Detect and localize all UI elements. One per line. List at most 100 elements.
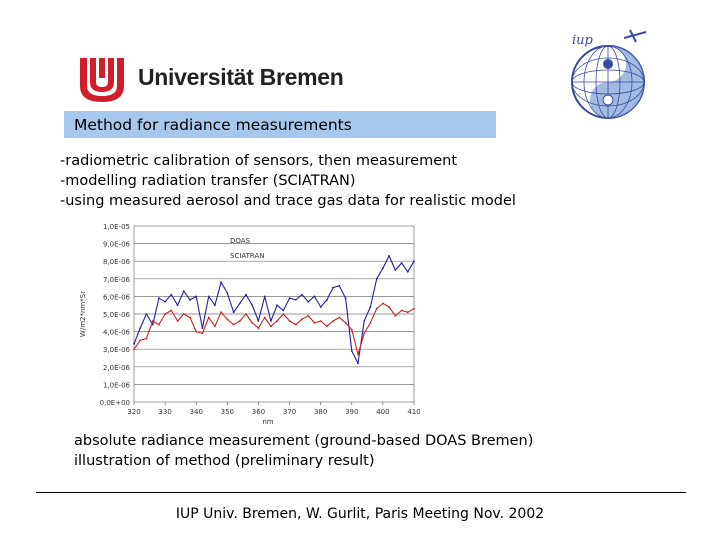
legend-label: SCIATRAN — [230, 252, 265, 260]
data-point — [326, 325, 328, 328]
legend-label: DOAS — [230, 237, 251, 245]
data-point — [176, 320, 179, 322]
data-point — [145, 313, 148, 315]
data-point — [207, 316, 210, 319]
caption-line: illustration of method (preliminary resu… — [74, 453, 375, 469]
data-point — [413, 260, 415, 263]
data-point — [301, 293, 303, 296]
footer-text: IUP Univ. Bremen, W. Gurlit, Paris Meeti… — [175, 506, 545, 522]
data-point — [326, 299, 328, 301]
data-point — [350, 328, 353, 331]
data-point — [220, 311, 223, 314]
data-point — [238, 302, 241, 305]
data-point — [238, 320, 241, 322]
y-axis-label: W/m2*nm*Sr — [79, 291, 87, 337]
data-point — [207, 295, 210, 298]
y-tick-label: 9,0E-06 — [103, 241, 131, 249]
data-point — [301, 318, 303, 321]
data-point — [164, 300, 166, 303]
slide-title: Method for radiance measurements — [74, 116, 352, 134]
data-point — [214, 325, 216, 328]
data-point — [270, 320, 272, 322]
x-tick-label: 330 — [158, 408, 171, 416]
data-point — [245, 313, 247, 315]
data-point — [332, 320, 334, 322]
data-point — [313, 321, 316, 324]
data-point — [151, 323, 154, 326]
data-point — [332, 286, 334, 289]
data-point — [400, 309, 403, 312]
data-point — [319, 320, 322, 322]
data-point — [400, 262, 403, 264]
x-tick-label: 350 — [221, 408, 234, 416]
data-point — [313, 295, 316, 298]
data-point — [406, 270, 409, 273]
data-point — [232, 311, 235, 314]
data-point — [214, 304, 216, 307]
data-point — [245, 293, 247, 296]
y-tick-label: 3,0E-06 — [103, 346, 131, 354]
data-point — [251, 304, 254, 307]
bullet-item: -radiometric calibration of sensors, the… — [60, 153, 458, 169]
data-point — [344, 297, 347, 300]
data-point — [382, 302, 384, 305]
data-point — [226, 318, 229, 321]
data-point — [338, 284, 341, 287]
data-point — [394, 269, 397, 271]
iup-logo-text: iup — [572, 33, 594, 48]
y-tick-label: 2,0E-06 — [103, 364, 131, 372]
x-tick-label: 340 — [190, 408, 203, 416]
data-point — [164, 313, 166, 315]
data-point — [133, 348, 135, 351]
x-tick-label: 390 — [345, 408, 358, 416]
data-point — [357, 362, 359, 365]
data-point — [133, 343, 135, 345]
x-tick-label: 370 — [283, 408, 296, 416]
x-tick-label: 360 — [252, 408, 265, 416]
data-point — [195, 295, 198, 298]
series-line-doas — [133, 255, 415, 364]
y-tick-label: 5,0E-06 — [103, 311, 131, 319]
university-name: Universität Bremen — [138, 64, 344, 90]
data-point — [195, 330, 198, 333]
y-tick-label: 1,0E-06 — [103, 381, 131, 389]
data-point — [263, 295, 266, 298]
data-point — [182, 290, 185, 292]
bullet-item: -using measured aerosol and trace gas da… — [60, 193, 516, 209]
data-point — [319, 306, 322, 308]
iup-globe-logo-icon: iup — [571, 29, 647, 119]
data-point — [226, 292, 229, 294]
data-point — [294, 299, 297, 301]
data-point — [276, 320, 278, 322]
data-point — [357, 353, 359, 356]
data-point — [201, 332, 204, 335]
data-point — [170, 309, 173, 312]
data-point — [338, 316, 341, 319]
data-point — [182, 313, 185, 315]
x-axis-label: nm — [262, 418, 273, 426]
data-point — [288, 320, 291, 322]
bullet-list: -radiometric calibration of sensors, the… — [60, 151, 516, 211]
y-tick-label: 0,0E+00 — [100, 399, 130, 407]
data-point — [189, 316, 191, 319]
data-point — [413, 307, 415, 310]
chart-caption: absolute radiance measurement (ground-ba… — [74, 431, 533, 471]
data-point — [394, 314, 397, 317]
data-point — [282, 313, 285, 315]
x-tick-label: 380 — [314, 408, 327, 416]
bullet-item: -modelling radiation transfer (SCIATRAN) — [60, 173, 356, 189]
data-point — [388, 306, 390, 308]
series-line-sciatran — [133, 302, 415, 356]
university-bremen-logo-icon — [80, 58, 124, 102]
data-point — [158, 297, 160, 300]
data-point — [251, 321, 254, 324]
data-point — [158, 323, 160, 326]
data-point — [276, 304, 278, 307]
data-point — [176, 304, 179, 307]
data-point — [363, 320, 366, 322]
data-point — [232, 323, 235, 326]
data-point — [263, 316, 266, 319]
slide-title-bar: Method for radiance measurements — [64, 111, 496, 138]
data-point — [350, 350, 353, 352]
y-tick-label: 8,0E-06 — [103, 258, 131, 266]
